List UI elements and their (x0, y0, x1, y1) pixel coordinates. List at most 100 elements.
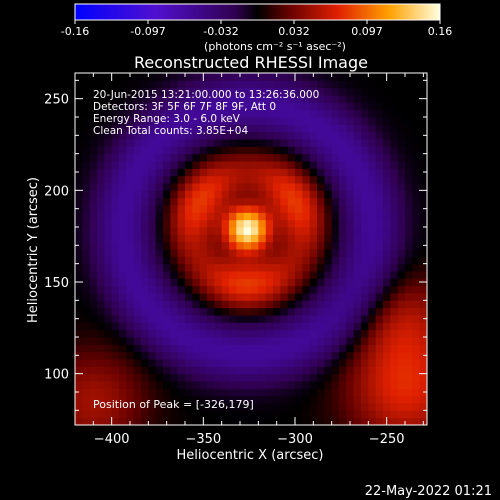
heatmap-cell (170, 241, 179, 250)
heatmap-cell (375, 109, 384, 118)
heatmap-cell (192, 293, 201, 301)
heatmap-cell (185, 249, 193, 257)
heatmap-cell (339, 410, 347, 419)
heatmap-cell (383, 278, 391, 287)
heatmap-cell (287, 212, 296, 221)
heatmap-cell (251, 80, 259, 89)
heatmap-cell (368, 271, 377, 279)
heatmap-cell (346, 241, 355, 250)
heatmap-cell (185, 388, 193, 397)
heatmap-cell (280, 381, 289, 389)
heatmap-cell (229, 117, 237, 125)
heatmap-cell (236, 263, 245, 272)
heatmap-cell (251, 293, 259, 301)
heatmap-cell (405, 410, 413, 419)
heatmap-cell (82, 315, 91, 323)
heatmap-cell (75, 73, 83, 81)
heatmap-cell (361, 109, 369, 118)
heatmap-cell (111, 315, 120, 323)
heatmap-cell (331, 183, 340, 191)
heatmap-cell (185, 278, 193, 287)
heatmap-cell (265, 183, 274, 191)
heatmap-cell (119, 388, 127, 397)
heatmap-cell (405, 73, 413, 81)
heatmap-cell (361, 102, 369, 111)
heatmap-cell (177, 337, 186, 345)
heatmap-cell (361, 212, 369, 221)
heatmap-cell (75, 417, 83, 425)
heatmap-cell (192, 146, 201, 155)
heatmap-cell (383, 366, 391, 375)
heatmap-cell (309, 344, 318, 353)
heatmap-cell (82, 168, 91, 177)
heatmap-cell (339, 329, 347, 338)
heatmap-cell (361, 205, 369, 213)
heatmap-cell (177, 227, 186, 235)
heatmap-cell (89, 300, 98, 309)
heatmap-cell (280, 153, 289, 162)
heatmap-cell (82, 403, 91, 411)
heatmap-cell (126, 344, 135, 353)
heatmap-cell (258, 307, 267, 316)
heatmap-cell (243, 168, 252, 177)
heatmap-cell (236, 249, 245, 257)
heatmap-cell (346, 373, 355, 382)
heatmap-cell (324, 234, 333, 243)
heatmap-cell (302, 109, 311, 118)
heatmap-cell (199, 329, 208, 338)
heatmap-cell (273, 212, 281, 221)
heatmap-cell (207, 153, 215, 162)
heatmap-cell (214, 285, 223, 294)
heatmap-cell (390, 175, 399, 184)
heatmap-cell (309, 95, 318, 103)
heatmap-cell (243, 190, 252, 199)
heatmap-cell (346, 351, 355, 360)
heatmap-cell (309, 293, 318, 301)
heatmap-cell (317, 109, 325, 118)
heatmap-cell (265, 161, 274, 169)
heatmap-cell (163, 205, 171, 213)
heatmap-cell (280, 95, 289, 103)
heatmap-cell (133, 131, 142, 140)
heatmap-cell (148, 183, 157, 191)
heatmap-cell (207, 197, 215, 206)
heatmap-cell (258, 117, 267, 125)
heatmap-cell (287, 373, 296, 382)
heatmap-cell (419, 227, 427, 235)
heatmap-cell (346, 322, 355, 331)
heatmap-cell (280, 263, 289, 272)
heatmap-cell (104, 359, 113, 367)
heatmap-cell (339, 73, 347, 81)
heatmap-cell (390, 300, 399, 309)
heatmap-cell (97, 146, 105, 155)
heatmap-cell (214, 403, 223, 411)
heatmap-cell (383, 359, 391, 367)
heatmap-cell (346, 329, 355, 338)
y-axis-label: Heliocentric Y (arcsec) (26, 177, 41, 323)
heatmap-cell (397, 153, 406, 162)
heatmap-cell (141, 227, 149, 235)
heatmap-cell (75, 183, 83, 191)
heatmap-cell (97, 381, 105, 389)
heatmap-cell (163, 410, 171, 419)
heatmap-cell (111, 197, 120, 206)
heatmap-cell (419, 395, 427, 404)
heatmap-cell (170, 359, 179, 367)
heatmap-cell (177, 381, 186, 389)
heatmap-cell (405, 139, 413, 147)
heatmap-cell (214, 366, 223, 375)
heatmap-cell (155, 205, 164, 213)
heatmap-cell (243, 227, 252, 235)
heatmap-cell (405, 395, 413, 404)
heatmap-cell (163, 315, 171, 323)
heatmap-cell (324, 95, 333, 103)
heatmap-cell (199, 95, 208, 103)
heatmap-cell (353, 300, 362, 309)
x-tick-label: −350 (185, 432, 221, 447)
heatmap-cell (317, 146, 325, 155)
heatmap-cell (243, 293, 252, 301)
heatmap-cell (280, 322, 289, 331)
heatmap-cell (119, 175, 127, 184)
heatmap-cell (361, 190, 369, 199)
heatmap-cell (214, 102, 223, 111)
